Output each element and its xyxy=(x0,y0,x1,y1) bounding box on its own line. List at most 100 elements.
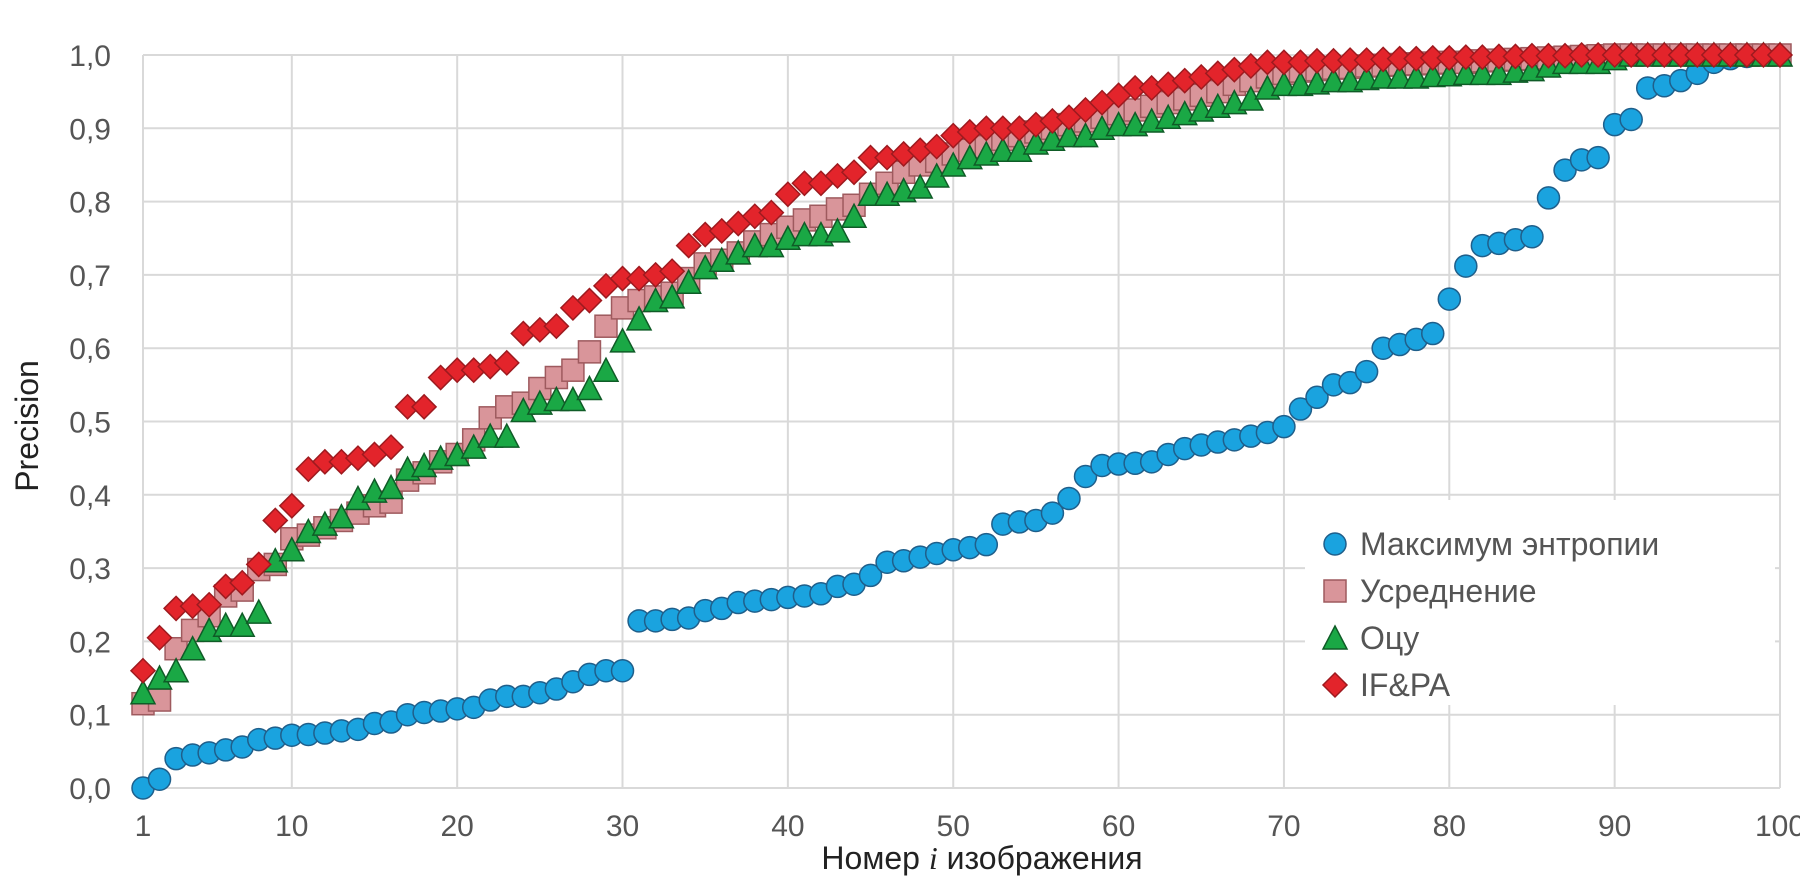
otsu-point xyxy=(840,202,868,229)
x-tick-label: 50 xyxy=(937,810,970,843)
otsu-point xyxy=(609,327,636,353)
legend-marker-max-entropy xyxy=(1323,532,1347,556)
otsu-point xyxy=(625,305,653,331)
ifpa-point xyxy=(576,287,603,314)
max-entropy-point xyxy=(1057,486,1081,511)
legend-label-ifpa: IF&PA xyxy=(1360,667,1451,703)
max-entropy-point xyxy=(147,767,172,791)
x-axis-title-suffix: изображения xyxy=(938,840,1143,876)
max-entropy-point xyxy=(974,532,999,557)
x-tick-label: 70 xyxy=(1267,810,1300,843)
x-tick-label: 10 xyxy=(275,810,308,843)
otsu-point xyxy=(857,180,884,207)
max-entropy-point xyxy=(1073,464,1098,489)
averaging-point xyxy=(594,314,618,338)
max-entropy-point xyxy=(1454,254,1478,278)
max-entropy-point xyxy=(1536,186,1561,210)
max-entropy-point xyxy=(1040,501,1065,525)
x-tick-label: 100 xyxy=(1755,810,1800,843)
max-entropy-point xyxy=(1520,225,1544,249)
otsu-point xyxy=(791,220,818,247)
otsu-point xyxy=(278,536,306,562)
x-tick-label: 80 xyxy=(1433,810,1466,843)
legend-label-max-entropy: Максимум энтропии xyxy=(1360,526,1659,562)
ifpa-point xyxy=(923,133,950,160)
otsu-point xyxy=(1386,63,1413,89)
max-entropy-point xyxy=(1437,287,1462,311)
y-tick-label: 0,5 xyxy=(69,407,111,440)
otsu-point xyxy=(741,231,769,258)
otsu-point xyxy=(1452,59,1480,86)
legend-marker-averaging xyxy=(1323,579,1347,603)
ifpa-point xyxy=(1766,41,1794,69)
x-tick-label: 40 xyxy=(771,810,804,843)
ifpa-point xyxy=(377,434,405,461)
averaging-point xyxy=(577,340,602,364)
otsu-point xyxy=(493,422,521,448)
data-points xyxy=(129,41,1794,800)
ifpa-point xyxy=(675,232,702,259)
ifpa-point xyxy=(758,199,785,226)
y-tick-label: 0,7 xyxy=(69,260,111,293)
max-entropy-point xyxy=(1354,359,1379,384)
ifpa-point xyxy=(278,492,305,519)
ifpa-point xyxy=(146,624,173,651)
legend-marker-ifpa xyxy=(1321,671,1349,699)
otsu-point xyxy=(228,611,256,638)
otsu-point xyxy=(658,283,686,309)
otsu-point xyxy=(824,217,851,243)
max-entropy-point xyxy=(1338,370,1362,395)
otsu-point xyxy=(129,679,157,705)
otsu-point xyxy=(377,473,405,500)
y-tick-label: 0,4 xyxy=(69,480,111,513)
x-axis-title: Номер i изображения xyxy=(821,840,1142,876)
ifpa-point xyxy=(493,349,520,376)
otsu-point xyxy=(675,268,702,294)
otsu-point xyxy=(328,503,355,529)
y-tick-labels: 0,0 0,1 0,2 0,3 0,4 0,5 0,6 0,7 0,8 0,9 1,0 xyxy=(69,40,111,806)
y-tick-label: 0,8 xyxy=(69,187,111,220)
ifpa-point xyxy=(129,657,157,684)
otsu-point xyxy=(989,136,1017,163)
y-tick-label: 0,1 xyxy=(69,700,111,733)
x-tick-label: 60 xyxy=(1102,810,1135,843)
ifpa-point xyxy=(543,313,570,340)
ifpa-point xyxy=(196,591,223,618)
otsu-point xyxy=(162,657,190,683)
ifpa-point xyxy=(659,258,686,285)
y-tick-label: 0,3 xyxy=(69,553,111,586)
max-entropy-point xyxy=(1305,385,1329,410)
max-entropy-point xyxy=(858,563,883,588)
otsu-point xyxy=(543,385,570,412)
x-axis-title-variable: i xyxy=(929,840,938,876)
x-axis-title-prefix: Номер xyxy=(821,840,928,876)
x-tick-label: 1 xyxy=(135,810,152,843)
otsu-point xyxy=(576,374,603,401)
averaging-point xyxy=(561,358,585,382)
otsu-point xyxy=(1369,63,1397,89)
x-tick-label: 90 xyxy=(1598,810,1631,843)
series-ifpa xyxy=(129,41,1794,684)
max-entropy-point xyxy=(1421,321,1445,346)
legend-background xyxy=(1305,500,1775,705)
y-tick-label: 0,0 xyxy=(69,773,111,806)
x-tick-labels: 1 10 20 30 40 50 60 70 80 90 100 xyxy=(135,810,1800,843)
y-tick-label: 0,2 xyxy=(69,626,111,659)
y-tick-label: 0,6 xyxy=(69,333,111,366)
legend-label-otsu: Оцу xyxy=(1360,620,1419,656)
x-tick-label: 30 xyxy=(606,810,639,843)
max-entropy-point xyxy=(1586,145,1610,170)
otsu-point xyxy=(245,598,272,624)
ifpa-point xyxy=(245,551,272,578)
max-entropy-point xyxy=(1272,414,1296,439)
max-entropy-point xyxy=(1619,107,1643,132)
legend-marker-otsu xyxy=(1321,624,1349,650)
otsu-point xyxy=(477,422,504,448)
ifpa-point xyxy=(262,507,289,534)
ifpa-point xyxy=(411,393,438,420)
otsu-point xyxy=(1105,111,1132,137)
otsu-point xyxy=(1320,67,1347,93)
max-entropy-point xyxy=(610,658,635,683)
otsu-point xyxy=(1270,70,1298,97)
